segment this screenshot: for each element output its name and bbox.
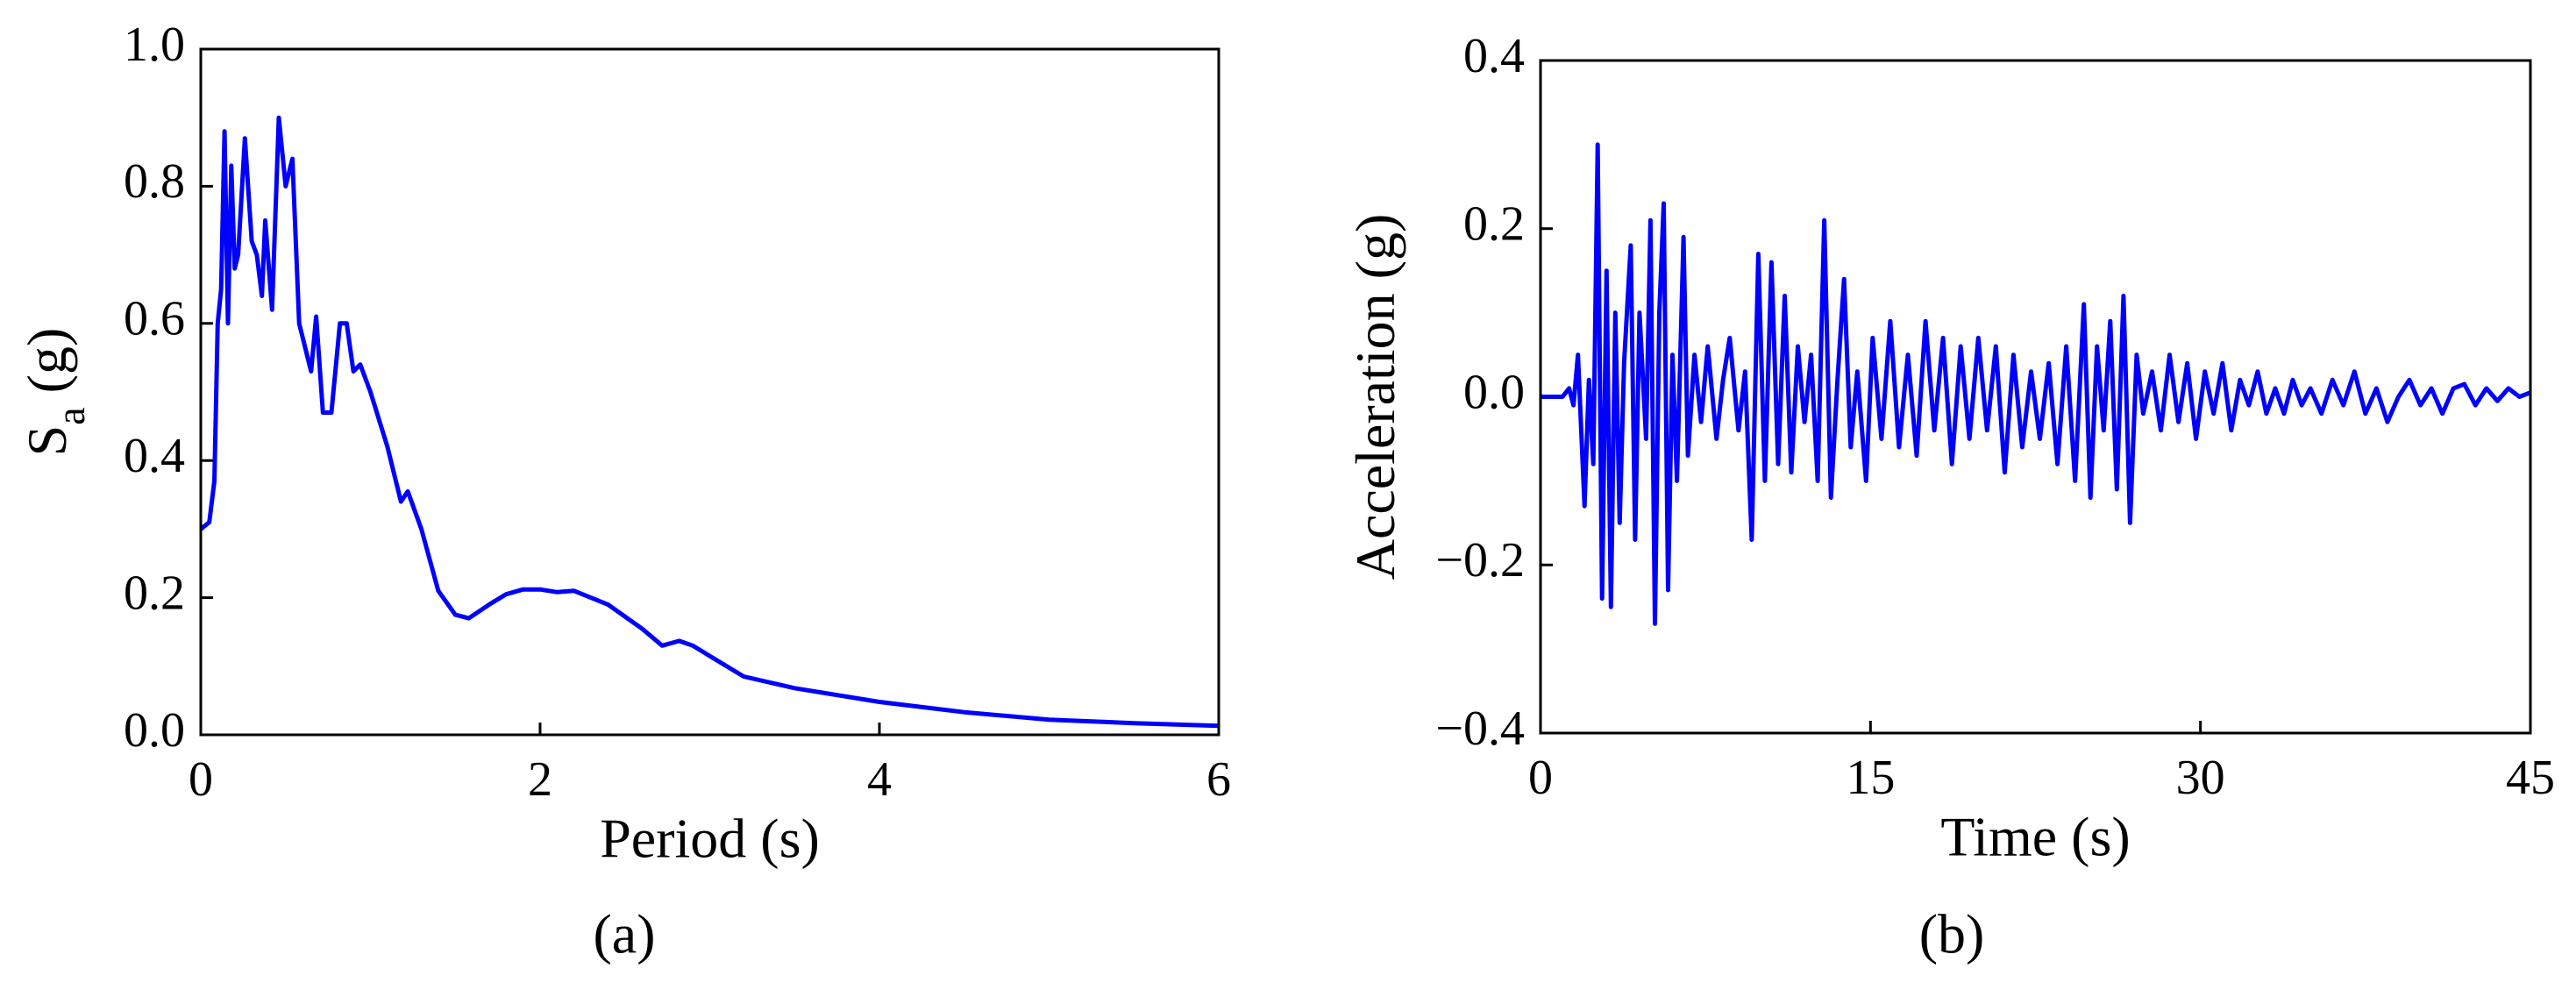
data-line <box>1541 142 2531 626</box>
y-tick-label: 0.8 <box>124 154 185 209</box>
y-tick-label: −0.4 <box>1435 701 1525 756</box>
x-tick-label: 45 <box>2506 751 2555 805</box>
y-tick-label: 0.6 <box>124 292 185 346</box>
y-tick-label: 0.4 <box>124 429 185 483</box>
x-tick-label: 15 <box>1846 751 1895 805</box>
x-tick-label: 0 <box>189 752 213 807</box>
y-axis-label-part: S <box>16 425 78 457</box>
y-tick-label: 0.0 <box>1463 365 1525 419</box>
x-tick-label: 30 <box>2176 751 2225 805</box>
x-tick-label: 0 <box>1528 751 1553 805</box>
x-axis-label: Time (s) <box>1940 806 2130 868</box>
x-axis-label: Period (s) <box>600 808 820 870</box>
y-tick-label: −0.2 <box>1435 533 1525 588</box>
y-axis-label: Sa (g) <box>16 328 93 457</box>
y-axis-label-part: a <box>48 407 93 424</box>
y-tick-label: 1.0 <box>124 18 185 72</box>
y-tick-label: 0.2 <box>1463 197 1525 252</box>
x-tick-label: 6 <box>1206 752 1231 807</box>
plot-frame <box>199 47 1220 737</box>
caption: (a) <box>593 903 655 965</box>
x-tick-label: 4 <box>867 752 892 807</box>
y-axis-label: Acceleration (g) <box>1344 214 1406 580</box>
data-line <box>199 115 1220 729</box>
x-tick-label: 2 <box>528 752 552 807</box>
y-tick-label: 0.0 <box>124 703 185 758</box>
y-tick-label: 0.4 <box>1463 29 1525 83</box>
y-axis-label-part: Acceleration (g) <box>1344 214 1406 580</box>
caption: (b) <box>1919 903 1985 965</box>
y-axis-label-part: (g) <box>16 328 78 408</box>
plot-frame <box>1539 59 2532 735</box>
y-tick-label: 0.2 <box>124 566 185 620</box>
